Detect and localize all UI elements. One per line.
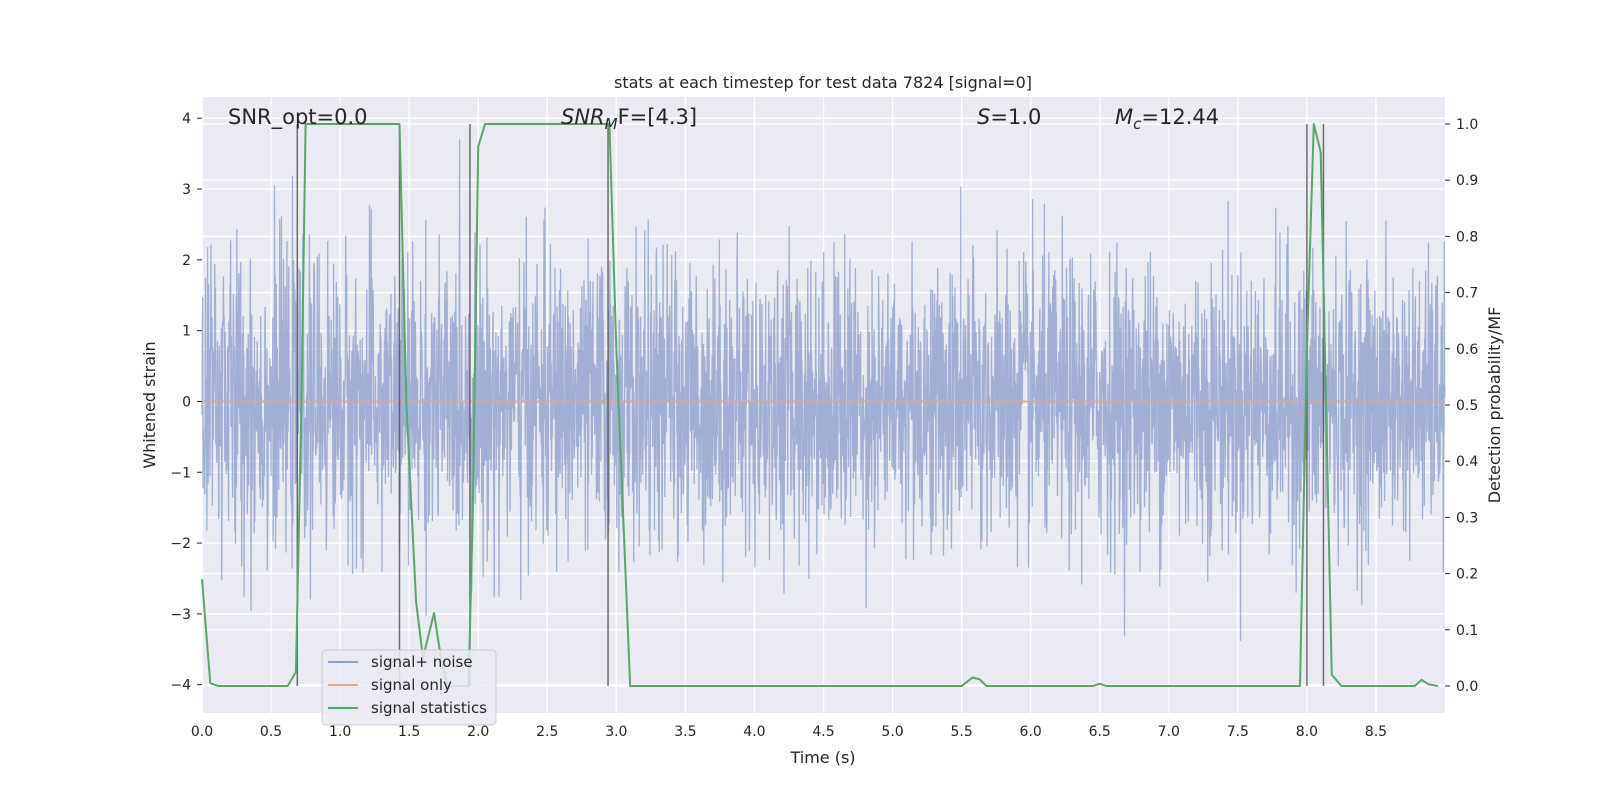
y-axis-label: Whitened strain: [140, 341, 159, 468]
legend-label-signal-only: signal only: [371, 676, 452, 694]
snr-mf-rest: F=[4.3]: [618, 105, 697, 129]
x-tick-label: 1.5: [398, 724, 420, 740]
y-tick-label: 0: [182, 394, 191, 410]
x-tick-label: 1.0: [329, 724, 351, 740]
signal-statistics-line: [201, 122, 1439, 688]
x-tick-label: 6.5: [1089, 724, 1111, 740]
x-tick-label: 0.0: [191, 724, 213, 740]
mc-sub: c: [1133, 115, 1142, 133]
chart-title: stats at each timestep for test data 782…: [614, 73, 1032, 92]
signal-statistics-series: [201, 122, 1439, 688]
y-right-tick-label: 0.3: [1456, 510, 1478, 526]
snr-mf-sub: M: [605, 115, 618, 133]
x-axis-label: Time (s): [789, 748, 855, 767]
x-tick-label: 7.5: [1227, 724, 1249, 740]
y-right-tick-label: 0.1: [1456, 623, 1478, 639]
s-rest: =1.0: [990, 105, 1041, 129]
y-tick-label: −1: [170, 465, 191, 481]
y-tick-label: 1: [182, 324, 191, 340]
x-tick-label: 3.5: [674, 724, 696, 740]
y-axis-right-label: Detection probability/MF: [1485, 307, 1504, 504]
legend-label-signal-statistics: signal statistics: [371, 699, 487, 717]
x-tick-label: 8.5: [1365, 724, 1387, 740]
y-right-tick-label: 0.9: [1456, 173, 1478, 189]
x-tick-label: 2.0: [467, 724, 489, 740]
y-right-tick-label: 0.4: [1456, 454, 1478, 470]
legend-box: [321, 649, 497, 726]
x-tick-label: 4.5: [812, 724, 834, 740]
y-right-tick-label: 0.6: [1456, 342, 1478, 358]
y-tick-label: 2: [182, 253, 191, 269]
signal-noise-line: [201, 139, 1446, 641]
y-tick-label: −3: [170, 607, 191, 623]
tick-labels: 0.0 0.5 1.0 1.5 2.0 2.5 3.0 3.5 4.0 4.5 5.0 5.5 6.0 6…: [170, 111, 1478, 740]
y-tick-label: 4: [182, 111, 191, 127]
mc-var: M: [1115, 105, 1133, 129]
snr-mf-main: SNR: [561, 105, 605, 129]
x-tick-label: 8.0: [1296, 724, 1318, 740]
annotation-snr-mf: SNRMF=[4.3]: [561, 105, 697, 133]
annotation-mc: Mc=12.44: [1115, 105, 1219, 133]
x-tick-label: 7.0: [1158, 724, 1180, 740]
x-tick-label: 5.0: [881, 724, 903, 740]
x-tick-label: 2.5: [536, 724, 558, 740]
x-tick-label: 6.0: [1020, 724, 1042, 740]
legend: signal+ noise signal only signal statist…: [321, 649, 497, 726]
s-var: S: [977, 105, 990, 129]
y-right-tick-label: 0.7: [1456, 286, 1478, 302]
annotation-s: S=1.0: [977, 105, 1041, 129]
mc-rest: =12.44: [1141, 105, 1219, 129]
y-tick-label: −4: [170, 678, 191, 694]
x-tick-label: 4.0: [743, 724, 765, 740]
signal-noise-series: [201, 139, 1446, 641]
x-tick-label: 5.5: [950, 724, 972, 740]
y-right-tick-label: 0.2: [1456, 567, 1478, 583]
x-tick-label: 3.0: [605, 724, 627, 740]
y-right-tick-label: 0.8: [1456, 229, 1478, 245]
y-tick-label: 3: [182, 182, 191, 198]
annotation-snr-opt: SNR_opt=0.0: [228, 105, 368, 130]
y-right-tick-label: 1.0: [1456, 117, 1478, 133]
x-tick-label: 0.5: [260, 724, 282, 740]
y-right-tick-label: 0.5: [1456, 398, 1478, 414]
y-right-tick-label: 0.0: [1456, 679, 1478, 695]
legend-label-signal-noise: signal+ noise: [371, 653, 473, 671]
y-tick-label: −2: [170, 536, 191, 552]
